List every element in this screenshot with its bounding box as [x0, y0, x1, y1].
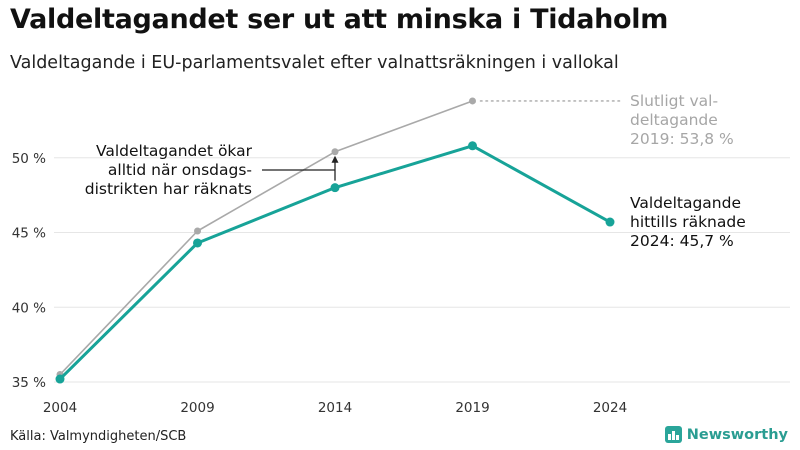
x-tick-label: 2004 — [43, 400, 77, 416]
preliminary-series-point — [193, 238, 202, 248]
final-series-point — [469, 97, 476, 105]
gap-annotation-text: Valdeltagandet ökar — [96, 142, 253, 160]
source-note: Källa: Valmyndigheten/SCB — [10, 429, 187, 444]
chart-subtitle: Valdeltagande i EU-parlamentsvalet efter… — [10, 53, 619, 73]
y-tick-label: 50 % — [12, 151, 46, 167]
brand-name: Newsworthy — [686, 426, 788, 443]
y-tick-label: 45 % — [12, 226, 46, 242]
y-tick-label: 35 % — [12, 375, 46, 391]
preliminary-series-point — [55, 374, 65, 384]
preliminary-series-point — [605, 217, 615, 227]
final-series-point — [194, 227, 201, 235]
gap-annotation-arrowhead — [331, 155, 339, 163]
x-tick-label: 2009 — [180, 400, 214, 416]
final-series-line — [59, 100, 474, 376]
final-value-label: 2019: 53,8 % — [630, 130, 734, 148]
x-tick-label: 2014 — [318, 400, 352, 416]
x-tick-label: 2019 — [455, 400, 489, 416]
preliminary-series-point — [330, 183, 340, 193]
final-value-label: deltagande — [630, 111, 718, 129]
gap-annotation-text: distrikten har räknats — [85, 180, 252, 198]
current-value-label: hittills räknade — [630, 213, 746, 231]
preliminary-series-point — [468, 141, 477, 151]
current-value-label: 2024: 45,7 % — [630, 232, 734, 250]
final-series-point — [331, 148, 339, 156]
bar-chart-icon — [664, 426, 682, 443]
y-tick-label: 40 % — [12, 300, 46, 316]
current-value-label: Valdeltagande — [630, 194, 741, 212]
gap-annotation-text: alltid när onsdags- — [108, 161, 252, 179]
final-value-label: Slutligt val- — [630, 92, 718, 110]
x-tick-label: 2024 — [593, 400, 627, 416]
brand-logo: Newsworthy — [664, 426, 788, 443]
chart-title: Valdeltagandet ser ut att minska i Tidah… — [10, 4, 669, 35]
